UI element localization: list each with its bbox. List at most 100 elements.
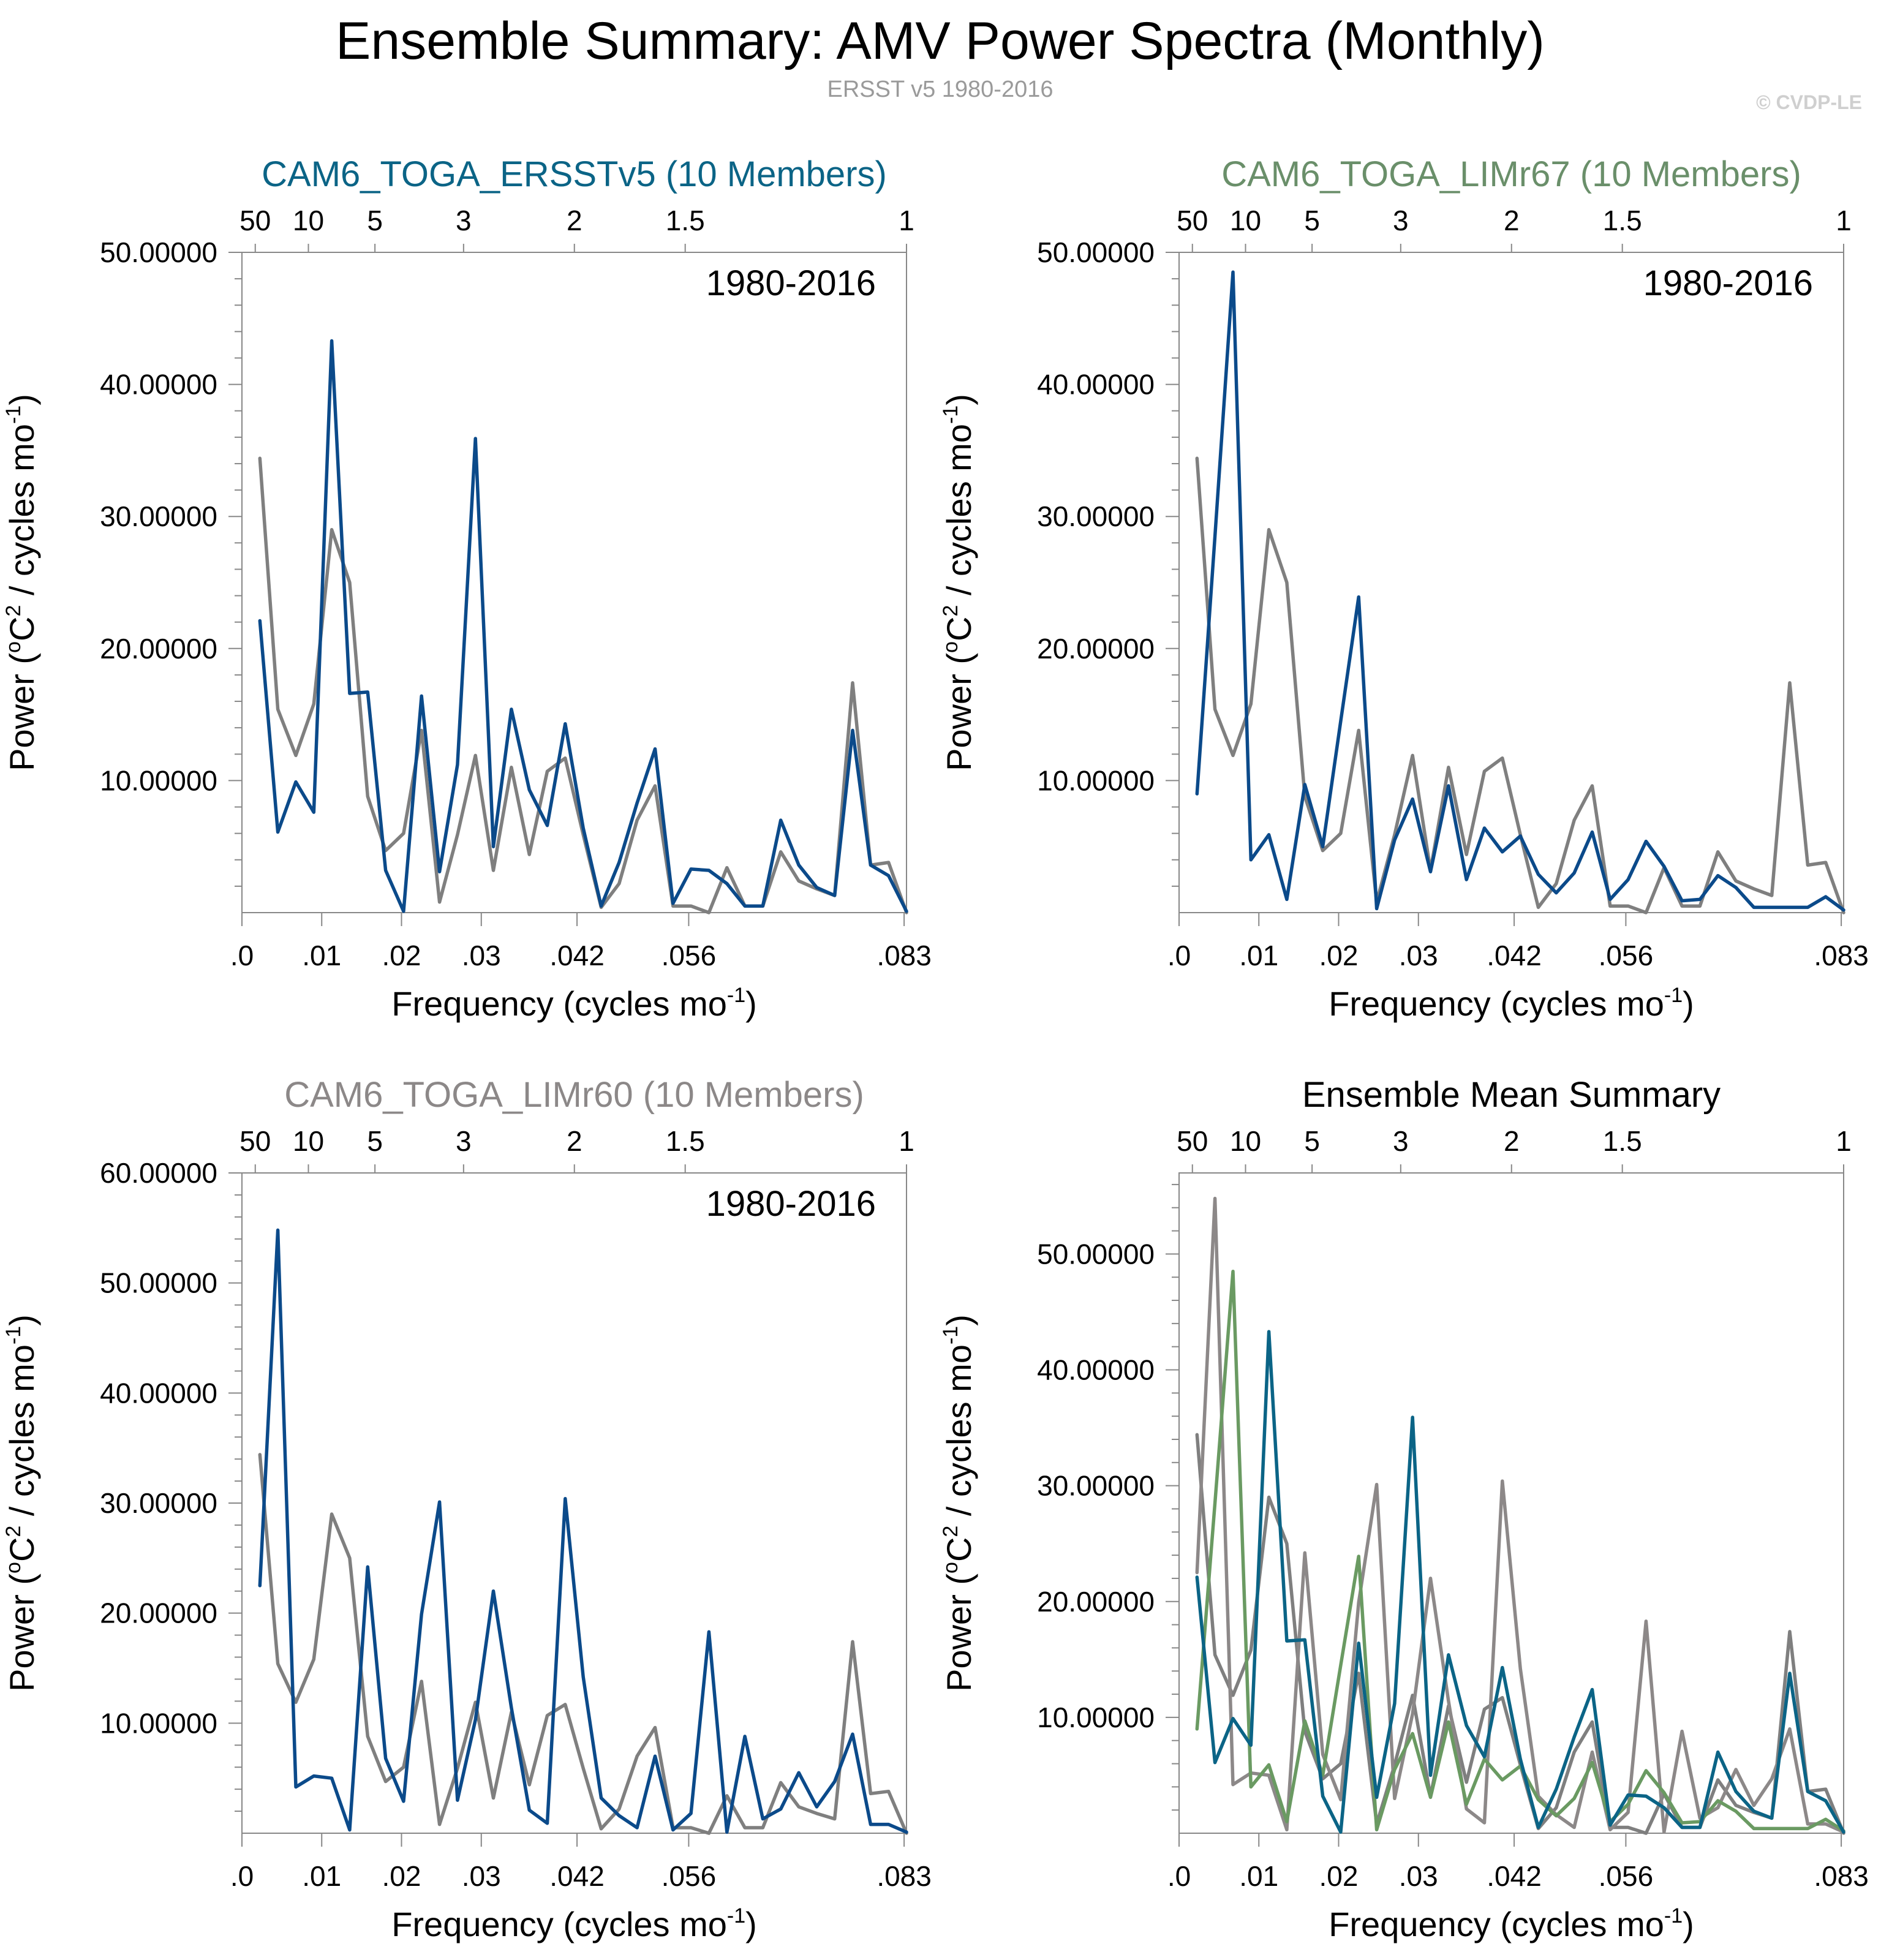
top-tick-label: 5 bbox=[367, 205, 383, 236]
y-tick-label: 60.00000 bbox=[100, 1157, 217, 1189]
plot-frame bbox=[241, 252, 907, 913]
top-tick-label: 10 bbox=[293, 205, 324, 236]
top-tick-label: 1.5 bbox=[666, 1125, 705, 1157]
x-tick-label: .0 bbox=[230, 1860, 254, 1892]
top-tick-label: 1 bbox=[899, 1125, 914, 1157]
x-tick-label: .042 bbox=[549, 940, 605, 971]
copyright-label: © CVDP-LE bbox=[1756, 91, 1862, 113]
y-tick-label: 50.00000 bbox=[1037, 1238, 1155, 1270]
x-tick-label: .083 bbox=[1814, 940, 1869, 971]
x-tick-label: .03 bbox=[462, 1860, 501, 1892]
top-tick-label: 1 bbox=[899, 205, 914, 236]
y-tick-label: 40.00000 bbox=[1037, 1354, 1155, 1386]
y-tick-label: 10.00000 bbox=[1037, 1702, 1155, 1733]
x-tick-label: .083 bbox=[876, 940, 932, 971]
x-tick-label: .02 bbox=[1319, 940, 1359, 971]
series-line-cam6-toga-limr60 bbox=[1195, 1196, 1845, 1834]
y-tick-label: 30.00000 bbox=[100, 500, 217, 532]
x-tick-label: .02 bbox=[382, 1860, 421, 1892]
series-line-cam6-toga-limr67 bbox=[1195, 270, 1845, 912]
y-axis-title: Power (oC2 / cycles mo-1) bbox=[939, 1314, 978, 1692]
x-tick-label: .056 bbox=[662, 1860, 717, 1892]
y-axis-title: Power (oC2 / cycles mo-1) bbox=[2, 1314, 41, 1692]
figure-title: Ensemble Summary: AMV Power Spectra (Mon… bbox=[336, 12, 1545, 70]
series-line-ersst-v5 bbox=[258, 456, 908, 914]
panel-ersstv5: CAM6_TOGA_ERSSTv5 (10 Members) 10.00000 20… bbox=[2, 154, 932, 1023]
panel-limr67: CAM6_TOGA_LIMr67 (10 Members) 10.00000 20.… bbox=[939, 154, 1869, 1023]
y-tick-label: 50.00000 bbox=[1037, 236, 1155, 268]
top-tick-label: 3 bbox=[456, 205, 472, 236]
x-tick-label: .083 bbox=[876, 1860, 932, 1892]
series-line-ersst-v5 bbox=[258, 1453, 908, 1835]
top-tick-label: 5 bbox=[1304, 205, 1320, 236]
y-axis-title: Power (oC2 / cycles mo-1) bbox=[939, 394, 978, 771]
top-tick-label: 50 bbox=[1177, 1125, 1208, 1157]
y-tick-label: 20.00000 bbox=[1037, 1586, 1155, 1618]
series-line-cam6-toga-ersstv5 bbox=[1195, 1330, 1845, 1834]
x-tick-label: .056 bbox=[662, 940, 717, 971]
top-tick-label: 5 bbox=[1304, 1125, 1320, 1157]
panel-ensmean: Ensemble Mean Summary 10.00000 20.00000 30.… bbox=[939, 1075, 1869, 1943]
y-tick-label: 50.00000 bbox=[100, 1267, 217, 1299]
x-tick-label: .042 bbox=[1487, 1860, 1542, 1892]
x-tick-label: .0 bbox=[230, 940, 254, 971]
period-label: 1980-2016 bbox=[706, 263, 876, 303]
top-tick-label: 50 bbox=[239, 1125, 271, 1157]
y-tick-label: 30.00000 bbox=[1037, 1470, 1155, 1502]
x-tick-label: .01 bbox=[1239, 1860, 1278, 1892]
x-tick-label: .01 bbox=[1239, 940, 1278, 971]
top-tick-label: 1 bbox=[1836, 205, 1852, 236]
y-tick-label: 20.00000 bbox=[100, 633, 217, 665]
panel-limr60: CAM6_TOGA_LIMr60 (10 Members) 10.00000 20.… bbox=[2, 1075, 932, 1943]
x-axis-title: Frequency (cycles mo-1) bbox=[391, 984, 757, 1023]
y-axis-title: Power (oC2 / cycles mo-1) bbox=[2, 394, 41, 771]
x-tick-label: .03 bbox=[1399, 940, 1438, 971]
x-tick-label: .0 bbox=[1167, 1860, 1191, 1892]
top-tick-label: 50 bbox=[239, 205, 271, 236]
y-tick-label: 20.00000 bbox=[100, 1597, 217, 1629]
x-tick-label: .042 bbox=[1487, 940, 1542, 971]
top-tick-label: 2 bbox=[567, 1125, 582, 1157]
top-tick-label: 2 bbox=[1504, 1125, 1520, 1157]
top-tick-label: 1 bbox=[1836, 1125, 1852, 1157]
period-label: 1980-2016 bbox=[706, 1184, 876, 1224]
series-line-cam6-toga-limr67 bbox=[1195, 1270, 1845, 1833]
x-tick-label: .02 bbox=[382, 940, 421, 971]
top-tick-label: 3 bbox=[1393, 205, 1409, 236]
panel-title: CAM6_TOGA_LIMr67 (10 Members) bbox=[1221, 154, 1801, 194]
x-tick-label: .03 bbox=[462, 940, 501, 971]
x-axis-title: Frequency (cycles mo-1) bbox=[1329, 1904, 1694, 1943]
y-tick-label: 10.00000 bbox=[1037, 764, 1155, 796]
y-tick-label: 40.00000 bbox=[100, 1377, 217, 1409]
y-tick-label: 20.00000 bbox=[1037, 633, 1155, 665]
top-tick-label: 10 bbox=[1230, 1125, 1261, 1157]
top-tick-label: 2 bbox=[567, 205, 582, 236]
y-tick-label: 10.00000 bbox=[100, 764, 217, 796]
x-tick-label: .01 bbox=[302, 1860, 341, 1892]
x-tick-label: .056 bbox=[1599, 940, 1654, 971]
top-tick-label: 1.5 bbox=[1603, 205, 1642, 236]
top-tick-label: 3 bbox=[1393, 1125, 1409, 1157]
x-tick-label: .0 bbox=[1167, 940, 1191, 971]
y-tick-label: 30.00000 bbox=[100, 1487, 217, 1519]
top-tick-label: 50 bbox=[1177, 205, 1208, 236]
series-line-cam6-toga-limr60 bbox=[258, 1228, 908, 1834]
top-tick-label: 10 bbox=[293, 1125, 324, 1157]
series-line-cam6-toga-ersstv5 bbox=[258, 339, 908, 913]
panel-title: CAM6_TOGA_ERSSTv5 (10 Members) bbox=[262, 154, 887, 194]
plot-frame bbox=[1178, 252, 1844, 913]
y-tick-label: 40.00000 bbox=[1037, 369, 1155, 401]
x-tick-label: .083 bbox=[1814, 1860, 1869, 1892]
x-axis-title: Frequency (cycles mo-1) bbox=[391, 1904, 757, 1943]
panels: CAM6_TOGA_ERSSTv5 (10 Members) 10.00000 20… bbox=[2, 154, 1869, 1943]
x-tick-label: .056 bbox=[1599, 1860, 1654, 1892]
top-tick-label: 10 bbox=[1230, 205, 1261, 236]
y-tick-label: 50.00000 bbox=[100, 236, 217, 268]
x-tick-label: .02 bbox=[1319, 1860, 1359, 1892]
x-tick-label: .03 bbox=[1399, 1860, 1438, 1892]
panel-title: Ensemble Mean Summary bbox=[1302, 1075, 1721, 1115]
top-tick-label: 1.5 bbox=[666, 205, 705, 236]
figure-subtitle: ERSST v5 1980-2016 bbox=[827, 77, 1054, 102]
y-tick-label: 10.00000 bbox=[100, 1707, 217, 1739]
